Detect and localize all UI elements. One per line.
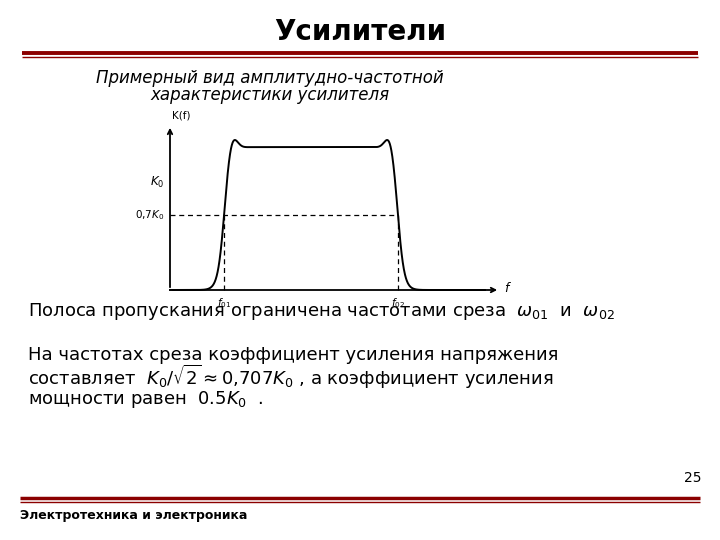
Text: На частотах среза коэффициент усиления напряжения: На частотах среза коэффициент усиления н… [28,346,559,364]
Text: характеристики усилителя: характеристики усилителя [150,86,390,104]
Text: $K_0$: $K_0$ [150,174,164,190]
Text: 25: 25 [684,471,702,485]
Text: $f_{02}$: $f_{02}$ [391,296,405,310]
Text: Примерный вид амплитудно-частотной: Примерный вид амплитудно-частотной [96,69,444,87]
Text: Полоса пропускания ограничена частотами среза  $\omega_{01}$  и  $\omega_{02}$: Полоса пропускания ограничена частотами … [28,301,615,322]
Text: $0{,}7K_0$: $0{,}7K_0$ [135,208,164,222]
Text: Электротехника и электроника: Электротехника и электроника [20,510,248,523]
Text: Усилители: Усилители [274,18,446,46]
Text: мощности равен  $0.5K_0$  .: мощности равен $0.5K_0$ . [28,388,264,409]
Text: $f_{01}$: $f_{01}$ [217,296,231,310]
Text: K(f): K(f) [172,110,191,120]
Text: составляет  $K_0/\sqrt{2} \approx 0{,}707 K_0$ , а коэффициент усиления: составляет $K_0/\sqrt{2} \approx 0{,}707… [28,363,554,391]
Text: f: f [504,282,508,295]
